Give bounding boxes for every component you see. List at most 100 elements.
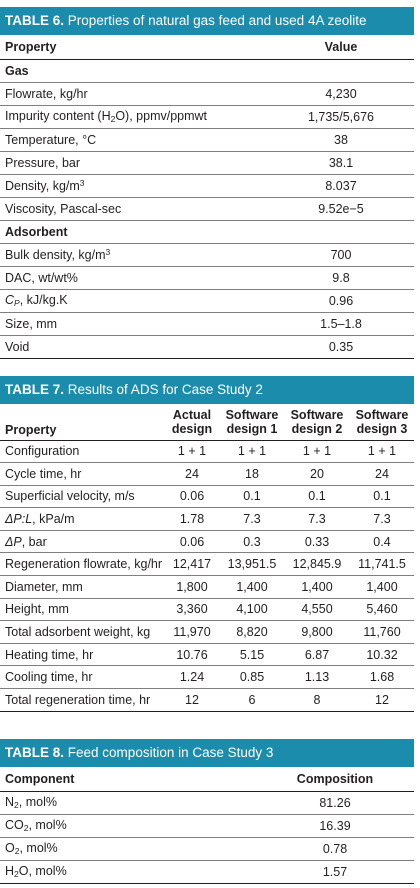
value-cell: 24 xyxy=(164,462,220,486)
table-row: H2O, mol% 1.57 xyxy=(0,860,414,884)
value-cell: 1 + 1 xyxy=(284,440,350,464)
table-8-label: TABLE 8. xyxy=(5,745,65,760)
table-row: O2, mol% 0.78 xyxy=(0,837,414,861)
value-cell: 12,845.9 xyxy=(284,552,350,577)
value-cell: 38.1 xyxy=(268,151,414,175)
table-7-title-bar: TABLE 7. Results of ADS for Case Study 2 xyxy=(0,376,414,404)
value-cell: 38 xyxy=(268,128,414,152)
property-cell: Diameter, mm xyxy=(0,575,164,599)
value-cell: 4,100 xyxy=(220,598,284,622)
value-cell: 5,460 xyxy=(350,598,414,622)
table-7-header-row: Property Actual design Software design 1… xyxy=(0,404,414,441)
value-cell: 9,800 xyxy=(284,620,350,644)
table-row: Size, mm 1.5–1.8 xyxy=(0,312,414,336)
property-cell: Bulk density, kg/m3 xyxy=(0,243,268,267)
value-cell: 0.3 xyxy=(220,530,284,554)
header-property: Property xyxy=(0,35,268,60)
table-7-label: TABLE 7. xyxy=(5,382,65,397)
header-software-design-3: Software design 3 xyxy=(350,404,414,441)
value-cell: 1 + 1 xyxy=(164,440,220,464)
table-8-title: Feed composition in Case Study 3 xyxy=(67,745,274,760)
header-line: Software xyxy=(225,407,279,422)
value-cell: 700 xyxy=(268,243,414,267)
header-software-design-2: Software design 2 xyxy=(284,404,350,441)
value-cell: 7.3 xyxy=(284,507,350,531)
property-cell: ΔP, bar xyxy=(0,530,164,554)
table-row: Impurity content (H2O), ppmv/ppmwt 1,735… xyxy=(0,105,414,129)
table-row: CP, kJ/kg.K 0.96 xyxy=(0,289,414,313)
value-cell: 20 xyxy=(284,462,350,486)
value-cell: 1,400 xyxy=(350,575,414,599)
value-cell: 4,230 xyxy=(268,82,414,106)
value-cell: 1,400 xyxy=(220,575,284,599)
table-row: Total adsorbent weight, kg 11,970 8,820 … xyxy=(0,620,414,644)
table-row: CO2, mol% 16.39 xyxy=(0,814,414,838)
value-cell: 10.32 xyxy=(350,643,414,667)
table-row: Void 0.35 xyxy=(0,335,414,359)
property-cell: Size, mm xyxy=(0,312,268,336)
table-row: ΔP, bar 0.06 0.3 0.33 0.4 xyxy=(0,530,414,554)
value-cell: 1.13 xyxy=(284,665,350,690)
value-cell: 0.33 xyxy=(284,530,350,554)
value-cell: 12 xyxy=(350,688,414,712)
component-cell: N2, mol% xyxy=(0,791,256,815)
table-row: ΔP:L, kPa/m 1.78 7.3 7.3 7.3 xyxy=(0,507,414,531)
property-cell: ΔP:L, kPa/m xyxy=(0,507,164,531)
table-6-title-bar: TABLE 6. Properties of natural gas feed … xyxy=(0,7,414,35)
header-composition: Composition xyxy=(256,767,414,792)
property-cell: Temperature, °C xyxy=(0,128,268,152)
property-cell: DAC, wt/wt% xyxy=(0,266,268,290)
property-cell: Impurity content (H2O), ppmv/ppmwt xyxy=(0,105,268,129)
value-cell: 11,970 xyxy=(164,620,220,644)
table-7-title: Results of ADS for Case Study 2 xyxy=(67,382,263,397)
header-property: Property xyxy=(0,404,164,441)
value-cell: 0.1 xyxy=(220,485,284,509)
header-line: Actual xyxy=(172,407,212,422)
table-row: Regeneration flowrate, kg/hr 12,417 13,9… xyxy=(0,552,414,577)
table-row: Viscosity, Pascal-sec 9.52e−5 xyxy=(0,197,414,221)
value-cell: 5.15 xyxy=(220,643,284,667)
header-line: design 1 xyxy=(226,421,278,436)
value-cell: 1.68 xyxy=(350,665,414,690)
table-row: Flowrate, kg/hr 4,230 xyxy=(0,82,414,106)
value-cell: 8.037 xyxy=(268,174,414,198)
property-cell: Superficial velocity, m/s xyxy=(0,485,164,509)
value-cell: 8 xyxy=(284,688,350,712)
table-row: Heating time, hr 10.76 5.15 6.87 10.32 xyxy=(0,643,414,667)
header-value: Value xyxy=(268,35,414,60)
value-cell: 7.3 xyxy=(220,507,284,531)
value-cell: 7.3 xyxy=(350,507,414,531)
table-row: Pressure, bar 38.1 xyxy=(0,151,414,175)
table-row: Temperature, °C 38 xyxy=(0,128,414,152)
table-row: N2, mol% 81.26 xyxy=(0,791,414,815)
table-8-title-bar: TABLE 8. Feed composition in Case Study … xyxy=(0,739,414,767)
header-line: design xyxy=(171,421,213,436)
property-cell: Total regeneration time, hr xyxy=(0,688,164,712)
section-label: Gas xyxy=(0,59,414,83)
value-cell: 16.39 xyxy=(256,814,414,838)
property-cell: Cycle time, hr xyxy=(0,462,164,486)
header-actual-design: Actual design xyxy=(164,404,220,441)
table-6-header-row: Property Value xyxy=(0,35,414,60)
section-row-adsorbent: Adsorbent xyxy=(0,220,414,244)
value-cell: 11,760 xyxy=(350,620,414,644)
table-8-grid: Component Composition N2, mol% 81.26 CO2… xyxy=(0,767,414,884)
value-cell: 13,951.5 xyxy=(220,552,284,577)
value-cell: 0.85 xyxy=(220,665,284,690)
value-cell: 9.52e−5 xyxy=(268,197,414,221)
table-row: Diameter, mm 1,800 1,400 1,400 1,400 xyxy=(0,575,414,599)
value-cell: 8,820 xyxy=(220,620,284,644)
section-label: Adsorbent xyxy=(0,220,414,244)
header-software-design-1: Software design 1 xyxy=(220,404,284,441)
table-row: DAC, wt/wt% 9.8 xyxy=(0,266,414,290)
property-cell: Height, mm xyxy=(0,598,164,622)
value-cell: 0.35 xyxy=(268,335,414,359)
value-cell: 0.4 xyxy=(350,530,414,554)
table-row: Height, mm 3,360 4,100 4,550 5,460 xyxy=(0,598,414,622)
table-row: Bulk density, kg/m3 700 xyxy=(0,243,414,267)
value-cell: 0.78 xyxy=(256,837,414,861)
component-cell: CO2, mol% xyxy=(0,814,256,838)
value-cell: 12 xyxy=(164,688,220,712)
value-cell: 1.78 xyxy=(164,507,220,531)
